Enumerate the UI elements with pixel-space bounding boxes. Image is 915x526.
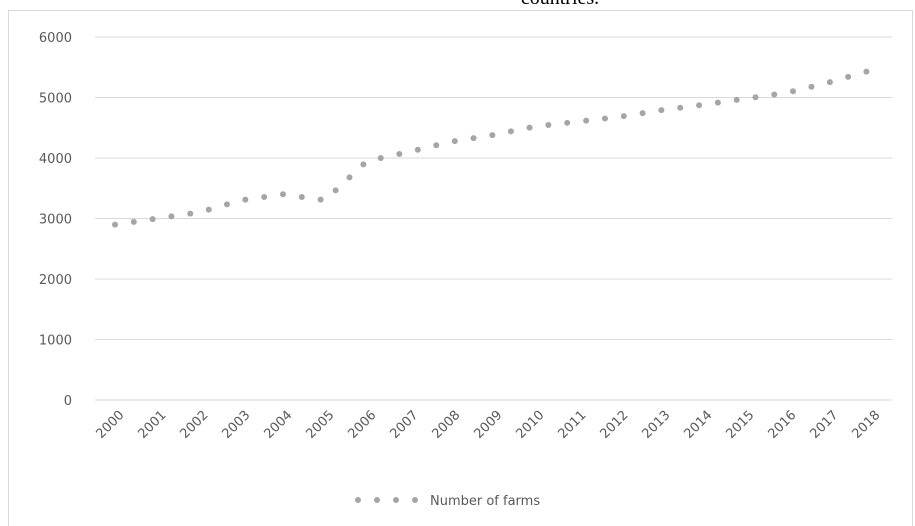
x-tick-label: 2001 [135, 408, 169, 442]
x-tick-label: 2005 [303, 408, 337, 442]
y-tick-label: 2000 [39, 273, 72, 288]
y-tick-label: 4000 [39, 152, 72, 167]
x-tick-label: 2002 [177, 408, 211, 442]
x-tick-label: 2017 [807, 408, 841, 442]
x-tick-label: 2009 [471, 408, 505, 442]
y-tick-label: 6000 [39, 31, 72, 46]
x-tick-label: 2012 [597, 408, 631, 442]
x-tick-label: 2011 [555, 408, 589, 442]
x-tick-label: 2003 [219, 408, 253, 442]
x-tick-label: 2010 [513, 408, 547, 442]
x-tick-label: 2007 [387, 408, 421, 442]
x-tick-label: 2014 [681, 408, 715, 442]
y-tick-label: 3000 [39, 213, 72, 228]
legend-label: Number of farms [430, 494, 540, 509]
x-tick-label: 2006 [345, 408, 379, 442]
y-tick-label: 5000 [39, 92, 72, 107]
data-line [112, 67, 874, 228]
x-tick-label: 2004 [261, 408, 295, 442]
x-tick-label: 2018 [849, 408, 883, 442]
x-tick-label: 2000 [93, 408, 127, 442]
y-tick-label: 0 [64, 394, 72, 409]
x-tick-label: 2008 [429, 408, 463, 442]
y-tick-label: 1000 [39, 334, 72, 349]
x-tick-label: 2015 [723, 408, 757, 442]
chart-frame [8, 10, 913, 526]
x-tick-label: 2013 [639, 408, 673, 442]
x-tick-label: 2016 [765, 408, 799, 442]
chart-title: countries. [521, 0, 599, 9]
